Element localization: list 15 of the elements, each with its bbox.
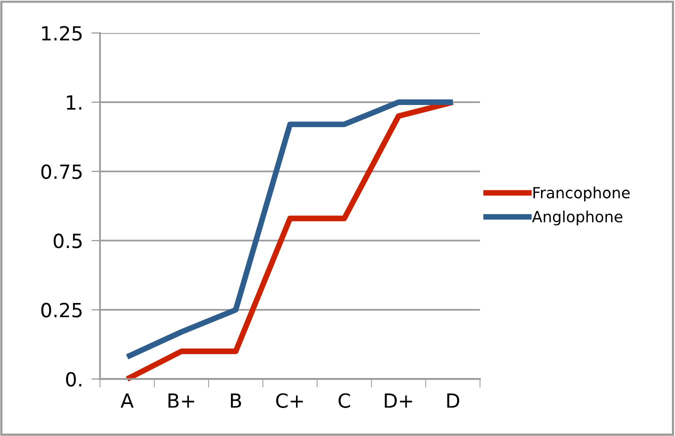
- x-tick-label: C+: [276, 393, 303, 408]
- legend-label: Francophone: [533, 186, 630, 202]
- x-tick-label: B: [230, 393, 242, 408]
- x-tick-label: D+: [384, 393, 412, 408]
- y-tick-label: 0.: [66, 372, 82, 387]
- y-tick-label: 0.25: [41, 302, 82, 318]
- y-tick-label: 1.: [66, 95, 82, 110]
- x-tick-label: C: [338, 393, 350, 408]
- x-tick-label: A: [120, 393, 134, 408]
- y-tick-label: 0.5: [54, 234, 82, 248]
- x-tick-label: B+: [168, 393, 194, 408]
- y-tick-label: 0.75: [41, 164, 82, 180]
- y-tick-label: 1.25: [42, 26, 82, 41]
- legend-label: Anglophone: [532, 210, 622, 226]
- x-tick-label: D: [447, 393, 460, 408]
